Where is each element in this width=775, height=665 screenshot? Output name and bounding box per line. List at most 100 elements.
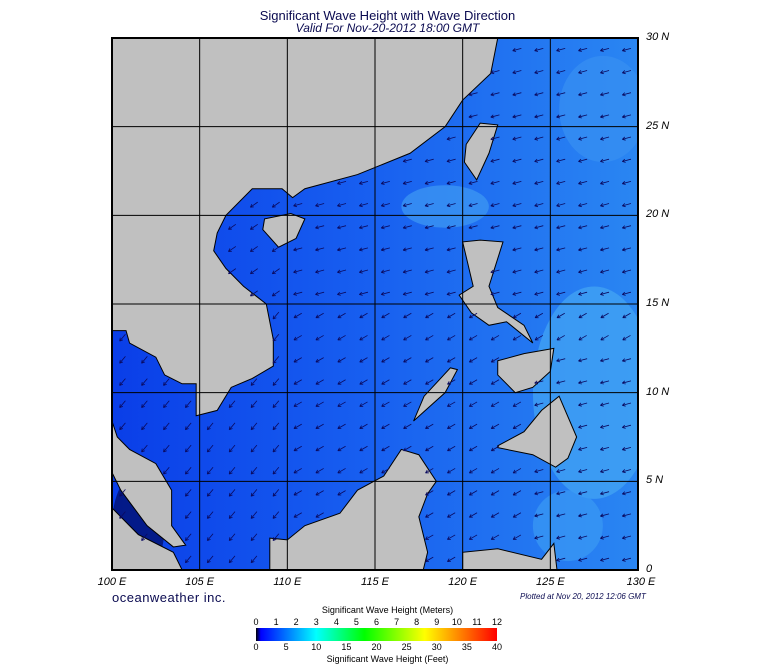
- wave-direction-arrow: [359, 312, 368, 319]
- wave-direction-arrow: [578, 312, 587, 319]
- wave-direction-arrow: [249, 246, 258, 253]
- wave-direction-arrow: [315, 312, 324, 319]
- wave-direction-arrow: [403, 401, 412, 407]
- wave-direction-arrow: [512, 512, 522, 518]
- wave-direction-arrow: [315, 445, 324, 452]
- wave-direction-arrow: [578, 335, 587, 341]
- wave-direction-arrow: [578, 291, 588, 296]
- wave-direction-arrow: [578, 114, 588, 119]
- wave-direction-arrow: [249, 223, 258, 230]
- wave-direction-arrow: [315, 379, 324, 385]
- colorbar-feet-tick: 35: [461, 642, 472, 652]
- wave-direction-arrow: [534, 269, 544, 274]
- wave-direction-arrow: [381, 401, 390, 407]
- wave-direction-arrow: [315, 247, 325, 252]
- wave-direction-arrow: [337, 445, 346, 452]
- wave-direction-arrow: [534, 535, 544, 540]
- land-taiwan: [463, 122, 499, 181]
- wave-direction-arrow: [534, 225, 544, 230]
- wave-direction-arrow: [402, 225, 412, 230]
- wave-direction-arrow: [163, 444, 170, 453]
- wave-direction-arrow: [425, 379, 434, 385]
- wave-direction-arrow: [119, 378, 126, 386]
- wave-direction-arrow: [293, 357, 302, 363]
- wave-direction-arrow: [293, 512, 302, 518]
- brand-logo-text: oceanweather inc.: [112, 590, 227, 605]
- wave-direction-arrow: [468, 114, 478, 119]
- wave-direction-arrow: [621, 114, 632, 119]
- wave-direction-arrow: [490, 70, 500, 75]
- wave-direction-arrow: [250, 378, 258, 386]
- wave-direction-arrow: [337, 247, 347, 252]
- wave-direction-arrow: [250, 533, 258, 542]
- wave-direction-arrow: [272, 511, 280, 519]
- wave-direction-arrow: [534, 92, 544, 97]
- wave-direction-arrow: [271, 290, 280, 297]
- wave-direction-arrow: [490, 225, 500, 230]
- wave-direction-arrow: [600, 92, 610, 97]
- colorbar-meters-tick: 5: [353, 617, 359, 627]
- wave-direction-arrow: [468, 335, 478, 341]
- wave-direction-arrow: [621, 269, 632, 274]
- wave-direction-arrow: [512, 490, 522, 496]
- wave-direction-arrow: [556, 491, 566, 496]
- wave-direction-arrow: [468, 512, 478, 518]
- wave-direction-arrow: [534, 158, 544, 163]
- wave-direction-arrow: [315, 203, 325, 208]
- wave-direction-arrow: [600, 180, 610, 185]
- wave-direction-arrow: [272, 378, 280, 386]
- wave-direction-arrow: [425, 423, 434, 430]
- wave-direction-arrow: [578, 557, 588, 562]
- wave-direction-arrow: [315, 512, 324, 518]
- wave-direction-arrow: [119, 422, 126, 431]
- colorbar-feet-label: Significant Wave Height (Feet): [326, 654, 449, 664]
- wave-direction-arrow: [119, 489, 126, 497]
- colorbar-meters-tick: 2: [293, 617, 299, 627]
- wave-direction-arrow: [272, 400, 280, 409]
- wave-direction-arrow: [534, 513, 544, 518]
- wave-direction-arrow: [337, 379, 346, 385]
- wave-direction-arrow: [556, 535, 566, 540]
- wave-direction-arrow: [228, 268, 237, 275]
- wave-direction-arrow: [315, 401, 324, 407]
- wave-direction-arrow: [184, 511, 192, 519]
- wave-direction-arrow: [621, 424, 632, 429]
- wave-direction-arrow: [621, 158, 632, 163]
- wave-direction-arrow: [556, 358, 566, 363]
- colorbar-meters-tick: 11: [472, 617, 482, 627]
- land-luzon: [458, 239, 534, 344]
- wave-direction-arrow: [490, 158, 500, 163]
- wave-direction-arrow: [490, 136, 500, 141]
- wave-direction-arrow: [184, 533, 192, 542]
- wave-direction-arrow: [512, 468, 522, 474]
- wave-direction-arrow: [425, 490, 434, 496]
- wave-direction-arrow: [293, 269, 303, 274]
- wave-direction-arrow: [490, 490, 500, 496]
- wave-direction-arrow: [272, 533, 280, 542]
- wave-direction-arrow: [600, 225, 610, 230]
- wave-direction-arrow: [447, 312, 456, 319]
- wave-direction-arrow: [381, 357, 390, 363]
- wave-direction-arrow: [600, 535, 610, 540]
- wave-direction-arrow: [446, 225, 456, 230]
- wave-direction-arrow: [228, 555, 236, 564]
- wave-direction-arrow: [337, 269, 347, 274]
- wave-direction-arrow: [403, 357, 412, 363]
- wave-direction-arrow: [534, 47, 544, 52]
- wave-direction-arrow: [119, 333, 126, 342]
- wave-direction-arrow: [272, 444, 280, 453]
- wave-direction-arrow: [468, 445, 478, 452]
- wave-direction-arrow: [380, 225, 390, 230]
- map-layer: [112, 38, 638, 570]
- wave-direction-arrow: [402, 269, 412, 274]
- wave-direction-arrow: [228, 400, 236, 409]
- wave-direction-arrow: [600, 291, 610, 296]
- wave-direction-arrow: [272, 466, 280, 475]
- colorbar-meters-tick: 9: [434, 617, 440, 627]
- wave-direction-arrow: [315, 291, 325, 296]
- wave-direction-arrow: [578, 535, 588, 540]
- wave-direction-arrow: [578, 402, 588, 407]
- land-mainland: [112, 38, 499, 548]
- lon-label: 120 E: [448, 576, 478, 588]
